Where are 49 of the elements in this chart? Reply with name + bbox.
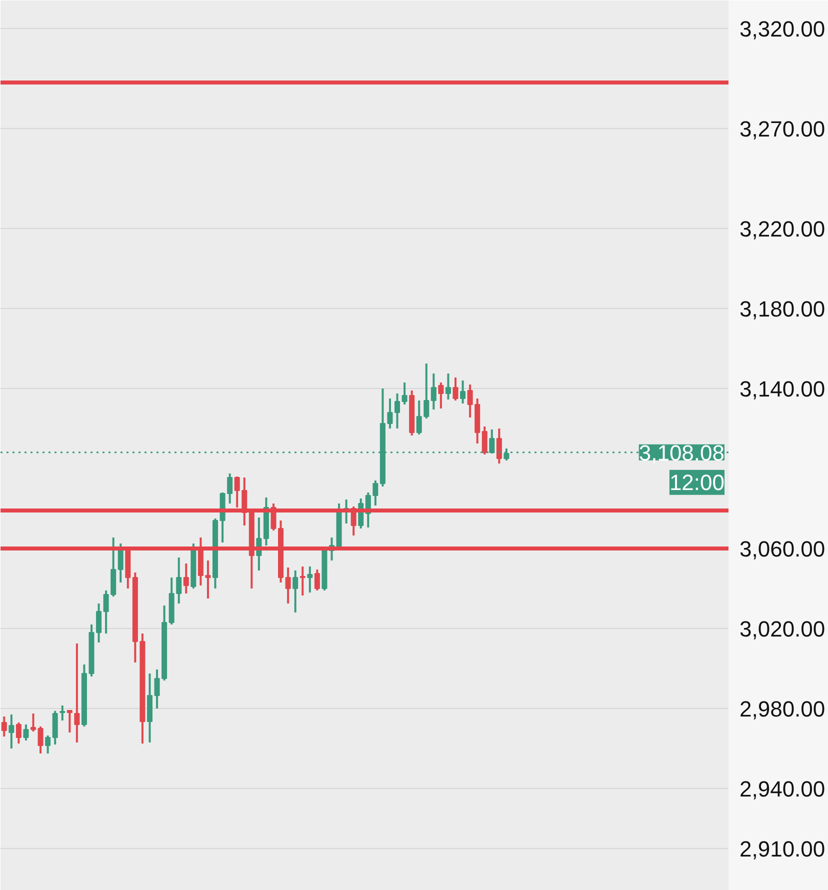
y-tick-label: 2,980.00 xyxy=(740,696,826,722)
candlestick xyxy=(52,710,58,746)
candlestick xyxy=(460,380,466,404)
y-tick-label: 3,020.00 xyxy=(740,616,826,642)
candlestick xyxy=(176,556,182,604)
candlestick xyxy=(60,704,66,722)
candlestick xyxy=(452,376,458,402)
candlestick xyxy=(285,566,291,604)
y-tick-label: 3,320.00 xyxy=(740,16,826,42)
candlestick xyxy=(292,570,298,614)
candlestick xyxy=(496,428,502,464)
candlestick xyxy=(416,400,422,436)
candlestick xyxy=(467,384,473,418)
candlestick xyxy=(103,590,109,634)
y-tick-label: 3,180.00 xyxy=(740,296,826,322)
candlestick xyxy=(300,566,306,596)
candlestick xyxy=(183,562,189,594)
y-tick-label: 3,060.00 xyxy=(740,536,826,562)
candlestick xyxy=(8,714,14,750)
candlestick xyxy=(372,480,378,506)
y-tick-label: 2,910.00 xyxy=(740,836,826,862)
candlestick xyxy=(16,722,22,744)
candlestick xyxy=(154,668,160,710)
candlestick xyxy=(402,382,408,406)
candlestick xyxy=(387,398,393,430)
candlestick xyxy=(66,710,72,734)
candlestick xyxy=(430,372,436,410)
candlestick xyxy=(445,372,451,400)
candlestick xyxy=(314,568,320,592)
candlestick xyxy=(394,392,400,430)
y-tick-label: 2,940.00 xyxy=(740,776,826,802)
ref-line-label: 3,108.08 xyxy=(638,440,725,466)
candlestick xyxy=(482,426,488,456)
candlestick xyxy=(307,566,313,594)
candlestick xyxy=(45,734,51,754)
annotation: 12:00 xyxy=(669,470,725,495)
candlestick xyxy=(205,560,211,600)
candlestick xyxy=(38,726,44,754)
candlestick xyxy=(424,362,430,420)
candlestick xyxy=(23,724,29,742)
candlestick xyxy=(1,716,7,738)
y-tick-label: 3,220.00 xyxy=(740,216,826,242)
y-tick-label: 3,140.00 xyxy=(740,376,826,402)
candlestick xyxy=(438,382,444,410)
candlestick xyxy=(227,472,233,504)
candlestick xyxy=(74,642,80,744)
y-tick-label: 3,270.00 xyxy=(740,116,826,142)
candlestick xyxy=(96,602,102,644)
candlestick xyxy=(30,712,36,732)
